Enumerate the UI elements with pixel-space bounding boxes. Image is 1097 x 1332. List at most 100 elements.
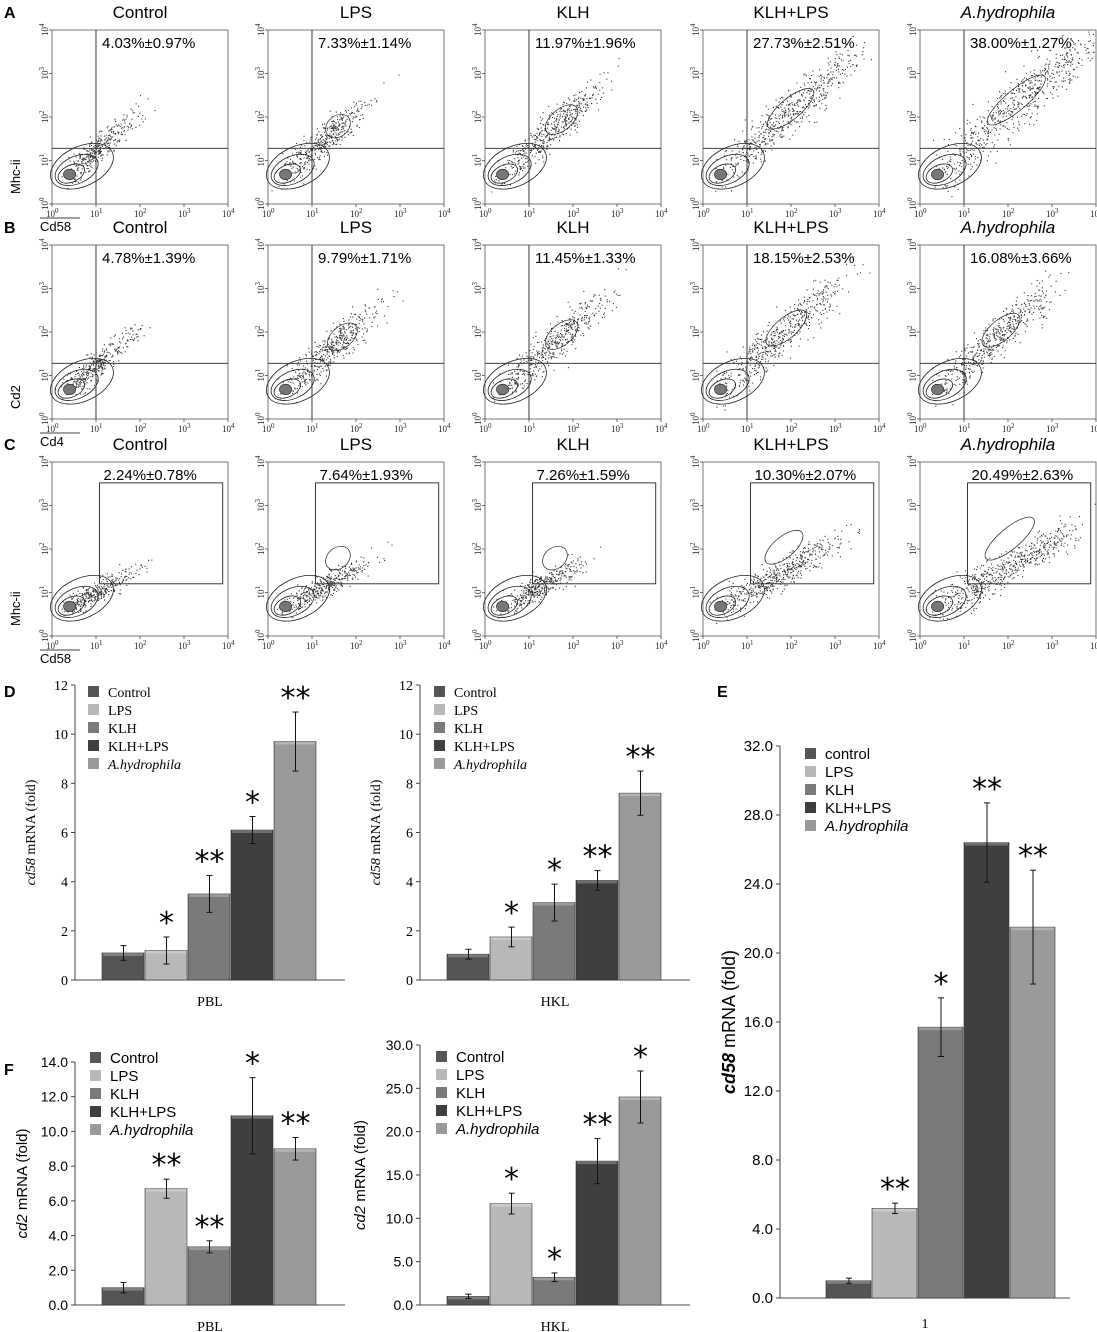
event-dot [325,375,327,377]
event-dot [870,59,872,61]
event-dot [345,347,347,349]
event-dot [954,144,956,146]
event-dot [344,124,346,126]
event-dot [329,345,331,347]
event-dot [765,350,767,352]
event-dot [617,65,619,67]
event-dot [288,164,290,166]
x-tick-exp: 4 [231,422,235,430]
event-dot [757,347,759,349]
event-dot [575,330,577,332]
event-dot [731,157,733,159]
event-dot [1065,71,1067,73]
event-dot [570,128,572,130]
event-dot [861,54,863,56]
event-dot [324,341,326,343]
event-dot [568,122,570,124]
event-dot [808,300,810,302]
event-dot [1048,63,1050,65]
event-dot [793,104,795,106]
event-dot [351,113,353,115]
event-dot [932,379,934,381]
event-dot [810,78,812,80]
event-dot [823,90,825,92]
event-dot [838,81,840,83]
event-dot [316,378,318,380]
event-dot [807,82,809,84]
event-dot [582,317,584,319]
event-dot [90,161,92,163]
event-dot [89,136,91,138]
event-dot [293,180,295,182]
event-dot [1017,317,1019,319]
event-dot [315,168,317,170]
event-dot [335,348,337,350]
event-dot [96,362,98,364]
event-dot [1045,290,1047,292]
event-dot [824,279,826,281]
event-dot [109,142,111,144]
event-dot [364,317,366,319]
event-dot [788,104,790,106]
event-dot [332,322,334,324]
event-dot [993,336,995,338]
event-dot [550,352,552,354]
event-dot [103,363,105,365]
event-dot [99,137,101,139]
event-dot [127,340,129,342]
event-dot [764,160,766,162]
event-dot [825,96,827,98]
event-dot [531,136,533,138]
event-dot [847,49,849,51]
event-dot [1017,83,1019,85]
event-dot [804,322,806,324]
event-dot [294,171,296,173]
event-dot [1025,72,1027,74]
x-tick-label: 101 [523,207,536,219]
event-dot [295,371,297,373]
event-dot [784,111,786,113]
event-dot [571,316,573,318]
event-dot [968,175,970,177]
y-tick-exp: 0 [906,197,914,201]
event-dot [813,314,815,316]
event-dot [992,344,994,346]
event-dot [523,371,525,373]
event-dot [61,386,63,388]
event-dot [86,155,88,157]
event-dot [543,371,545,373]
event-dot [1059,62,1061,64]
event-dot [366,331,368,333]
event-dot [386,322,388,324]
event-dot [572,123,574,125]
event-dot [1017,127,1019,129]
density-contour [327,322,358,351]
event-dot [788,89,790,91]
event-dot [358,316,360,318]
event-dot [563,348,565,350]
event-dot [325,142,327,144]
event-dot [825,91,827,93]
event-dot [724,409,726,411]
event-dot [749,144,751,146]
event-dot [565,120,567,122]
event-dot [549,352,551,354]
event-dot [816,88,818,90]
event-dot [996,329,998,331]
event-dot [758,366,760,368]
event-dot [737,364,739,366]
event-dot [1030,307,1032,309]
event-dot [1021,85,1023,87]
event-dot [94,362,96,364]
event-dot [1033,124,1035,126]
event-dot [817,86,819,88]
event-dot [344,121,346,123]
y-axis-label: Mhc-ii [8,159,23,194]
event-dot [850,74,852,76]
event-dot [576,104,578,106]
x-tick-exp: 3 [187,422,191,430]
event-dot [1035,295,1037,297]
event-dot [296,388,298,390]
event-dot [799,310,801,312]
event-dot [783,114,785,116]
